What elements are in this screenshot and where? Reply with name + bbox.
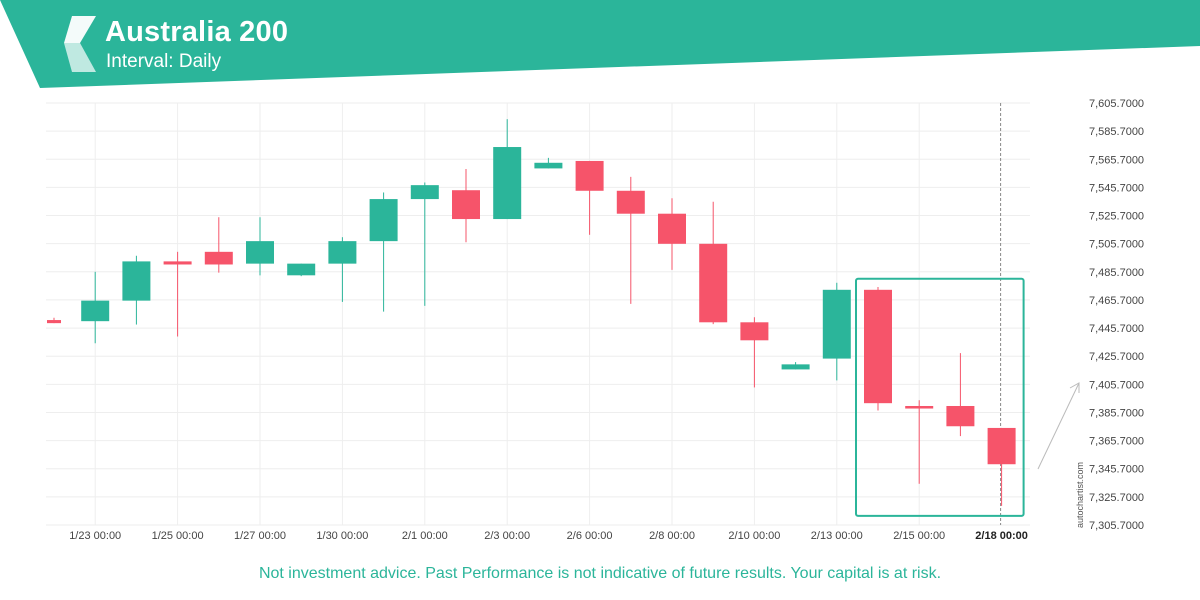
candle [905, 400, 934, 484]
x-tick-label: 1/23 00:00 [69, 530, 121, 542]
y-axis: 7,305.7000 7,325.7000 7,345.7000 7,365.7000… [1089, 98, 1144, 532]
candle [534, 157, 563, 169]
candle [81, 271, 110, 344]
candle-body [81, 300, 110, 322]
x-axis: 1/23 00:00 1/25 00:00 1/27 00:00 1/30 00:00… [69, 530, 1028, 542]
candle [781, 362, 810, 370]
x-tick-label: 2/18 00:00 [975, 530, 1028, 542]
candle [493, 119, 522, 220]
y-tick-label: 7,525.7000 [1089, 211, 1144, 223]
y-tick-label: 7,425.7000 [1089, 351, 1144, 363]
candle [287, 263, 316, 277]
candle-body [287, 263, 316, 276]
y-tick-label: 7,365.7000 [1089, 436, 1144, 448]
y-tick-label: 7,545.7000 [1089, 182, 1144, 194]
candle [47, 317, 61, 324]
candle-body [493, 147, 522, 220]
y-tick-label: 7,505.7000 [1089, 239, 1144, 251]
candle [452, 168, 480, 243]
x-tick-label: 2/15 00:00 [893, 530, 945, 542]
candle [163, 251, 192, 337]
candle [122, 255, 151, 325]
disclaimer: Not investment advice. Past Performance … [258, 565, 942, 582]
y-tick-label: 7,565.7000 [1089, 154, 1144, 166]
y-tick-label: 7,325.7000 [1089, 492, 1144, 504]
candle-body [47, 320, 61, 324]
candle [246, 217, 274, 276]
y-tick-label: 7,485.7000 [1089, 267, 1144, 279]
pattern-overlay [855, 277, 1080, 517]
candle-body [163, 261, 192, 265]
x-tick-label: 2/3 00:00 [484, 530, 530, 542]
candle-body [369, 199, 398, 242]
x-tick-label: 1/27 00:00 [234, 530, 286, 542]
autochartist-logo [64, 16, 96, 72]
candle [987, 427, 1016, 506]
y-tick-label: 7,445.7000 [1089, 323, 1144, 335]
y-tick-label: 7,605.7000 [1089, 98, 1144, 110]
x-tick-label: 1/30 00:00 [316, 530, 368, 542]
candle [410, 182, 439, 306]
x-tick-label: 1/25 00:00 [152, 530, 204, 542]
candle-body [534, 162, 563, 169]
candle-body [575, 160, 604, 191]
y-tick-label: 7,585.7000 [1089, 126, 1144, 138]
candle-body [122, 261, 151, 301]
x-tick-label: 2/1 00:00 [402, 530, 448, 542]
candle-body [204, 251, 233, 265]
watermark: autochartist.com [1075, 462, 1085, 528]
candle [204, 217, 233, 273]
candle-body [740, 322, 769, 341]
y-tick-label: 7,465.7000 [1089, 295, 1144, 307]
candle [369, 192, 398, 312]
candle-body [616, 190, 645, 214]
chart-interval: Interval: Daily [106, 51, 222, 72]
candle-body [328, 241, 357, 264]
projection-arrowhead [1069, 382, 1080, 393]
candle [740, 317, 769, 388]
candle [658, 198, 686, 270]
candles [47, 119, 1016, 506]
candle [699, 201, 728, 325]
y-tick-label: 7,345.7000 [1089, 464, 1144, 476]
candle [575, 160, 604, 235]
candle-body [987, 427, 1016, 465]
candle-body [699, 243, 728, 323]
candle [616, 176, 645, 304]
x-tick-label: 2/8 00:00 [649, 530, 695, 542]
x-tick-label: 2/13 00:00 [811, 530, 863, 542]
projection-arrow [1037, 382, 1080, 470]
candle-body [452, 190, 480, 220]
y-tick-label: 7,385.7000 [1089, 407, 1144, 419]
candle-body [658, 213, 686, 244]
x-tick-label: 2/6 00:00 [567, 530, 613, 542]
y-tick-label: 7,405.7000 [1089, 379, 1144, 391]
candle [328, 237, 357, 302]
candle [864, 286, 892, 411]
header-banner [0, 0, 1200, 88]
candle [946, 353, 975, 437]
candle-body [822, 289, 851, 359]
candle-body [410, 185, 439, 200]
pattern-box [855, 277, 1025, 517]
candle [822, 282, 851, 381]
candle-body [864, 289, 892, 404]
y-tick-label: 7,305.7000 [1089, 520, 1144, 532]
candle-body [946, 405, 975, 427]
x-tick-label: 2/10 00:00 [728, 530, 780, 542]
candle-body [781, 364, 810, 370]
candle-body [905, 405, 934, 409]
candle-body [246, 241, 274, 264]
chart-title: Australia 200 [105, 16, 289, 48]
